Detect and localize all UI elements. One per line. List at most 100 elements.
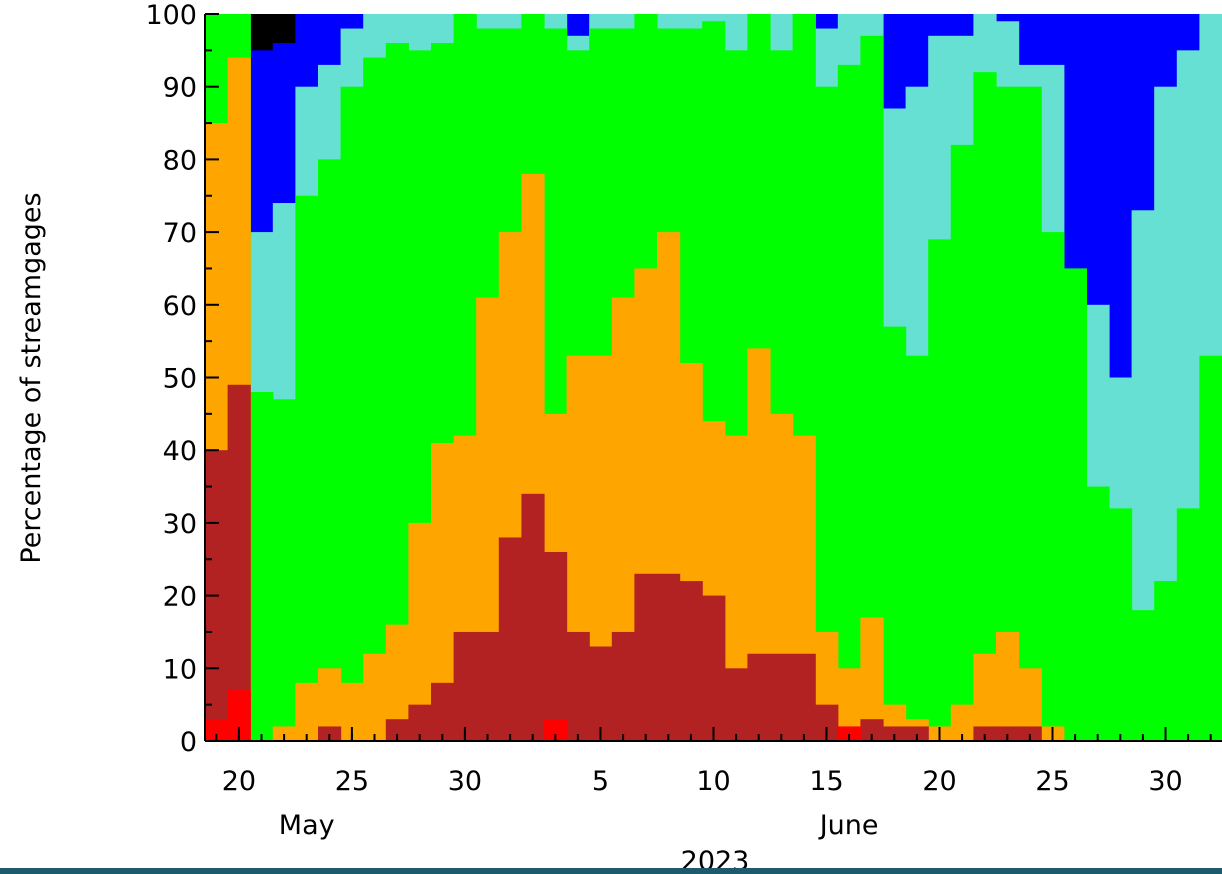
bar-below-normal-day-34 [950,704,974,741]
bar-low-day-1 [205,719,229,741]
month-label-may: May [279,810,335,841]
bar-below-normal-day-4 [272,726,296,741]
axes [204,13,1222,742]
bar-normal-day-3 [250,392,274,741]
y-tick-label-10: 10 [163,654,197,685]
bar-normal-day-32 [905,355,929,741]
bar-normal-day-36 [996,86,1020,741]
bar-above-normal-day-43 [1154,86,1178,741]
bar-below-normal-day-29 [837,668,861,741]
bar-much-below-normal-day-6 [318,726,342,741]
bar-normal-day-38 [1041,232,1065,741]
bar-normal-day-31 [883,326,907,741]
bar-much-below-normal-day-9 [385,719,409,741]
bar-normal-day-44 [1176,508,1200,741]
x-tick-label-20: 20 [222,766,256,797]
x-tick-label-20: 20 [922,766,956,797]
bar-below-normal-day-37 [1018,668,1042,741]
bar-normal-day-43 [1154,581,1178,741]
bar-normal-day-42 [1131,610,1155,741]
x-tick-label-25: 25 [335,766,369,797]
x-tick-label-15: 15 [809,766,843,797]
bar-below-normal-day-36 [996,631,1020,741]
bar-below-normal-day-10 [408,522,432,741]
bar-normal-day-37 [1018,86,1042,741]
bar-normal-day-34 [950,144,974,742]
bar-much-below-normal-day-21 [657,573,681,741]
bar-below-normal-day-18 [589,355,613,741]
bar-much-below-normal-day-14 [498,537,522,741]
bar-below-normal-day-35 [973,653,997,741]
bar-much-below-normal-day-23 [702,595,726,741]
y-tick-label-90: 90 [163,73,197,104]
x-tick-labels: 20 25 30 5 10 15 20 25 30 [222,766,1183,797]
bar-below-normal-day-9 [385,624,409,741]
bar-above-normal-day-42 [1131,210,1155,742]
y-tick-label-70: 70 [163,218,197,249]
bar-normal-day-40 [1086,486,1110,741]
bar-normal-day-30 [860,35,884,742]
bar-below-normal-day-24 [724,435,748,741]
footer-bar [0,868,1222,874]
y-tick-label-30: 30 [163,509,197,540]
bar-much-below-normal-day-36 [996,726,1020,741]
bar-normal-day-39 [1063,268,1087,741]
bar-low-day-2 [227,690,251,741]
bar-normal-day-8 [363,57,387,742]
bar-much-below-normal-day-16 [544,551,568,741]
bar-low-day-29 [837,726,861,741]
bar-much-below-normal-day-37 [1018,726,1042,741]
bar-much-below-normal-day-17 [566,631,590,741]
bar-below-normal-day-8 [363,653,387,741]
y-tick-label-100: 100 [145,0,197,31]
month-label-june: June [818,810,879,841]
bar-normal-day-28 [815,86,839,741]
bar-much-below-normal-day-18 [589,646,613,741]
bar-much-below-normal-day-35 [973,726,997,741]
bar-much-below-normal-day-24 [724,668,748,741]
bar-normal-day-29 [837,64,861,741]
bar-much-below-normal-day-10 [408,704,432,741]
x-tick-label-25: 25 [1035,766,1069,797]
x-tick-label-10: 10 [696,766,730,797]
bar-normal-day-7 [340,86,364,741]
bar-much-below-normal-day-27 [792,653,816,741]
y-axis-label: Percentage of streamgages [16,192,47,563]
bar-below-normal-day-19 [611,297,635,741]
bar-normal-day-6 [318,159,342,741]
y-tick-labels: 0 10 20 30 40 50 60 70 80 90 100 [145,0,197,758]
bar-normal-day-33 [928,239,952,741]
bar-normal-day-45 [1199,355,1222,741]
bar-much-below-normal-day-13 [476,631,500,741]
bar-below-normal-day-7 [340,682,364,741]
bar-much-below-normal-day-26 [770,653,794,741]
bar-much-below-normal-day-28 [815,704,839,741]
bar-much-below-normal-day-31 [883,726,907,741]
bar-much-below-normal-day-12 [453,631,477,741]
bar-below-normal-day-5 [295,682,319,741]
y-tick-label-0: 0 [180,727,197,758]
bar-much-below-normal-day-20 [634,573,658,741]
bar-below-normal-day-30 [860,617,884,741]
bar-much-below-normal-day-25 [747,653,771,741]
bar-much-below-normal-day-2 [227,384,251,741]
bar-normal-day-41 [1109,508,1133,741]
bar-below-normal-day-13 [476,297,500,741]
bar-below-normal-day-25 [747,348,771,741]
bar-below-normal-day-6 [318,668,342,741]
stacked-bars [205,14,1222,742]
bar-normal-day-9 [385,43,409,741]
bar-much-below-normal-day-11 [431,682,455,741]
x-tick-label-30: 30 [1148,766,1182,797]
y-tick-label-50: 50 [163,364,197,395]
bar-normal-day-5 [295,195,319,741]
bar-much-below-normal-day-15 [521,493,545,741]
x-tick-label-5: 5 [592,766,609,797]
bar-much-below-normal-day-22 [679,581,703,741]
bar-much-below-normal-day-19 [611,631,635,741]
y-tick-label-60: 60 [163,291,197,322]
y-tick-label-20: 20 [163,582,197,613]
bar-much-below-normal-day-32 [905,726,929,741]
y-tick-label-40: 40 [163,436,197,467]
